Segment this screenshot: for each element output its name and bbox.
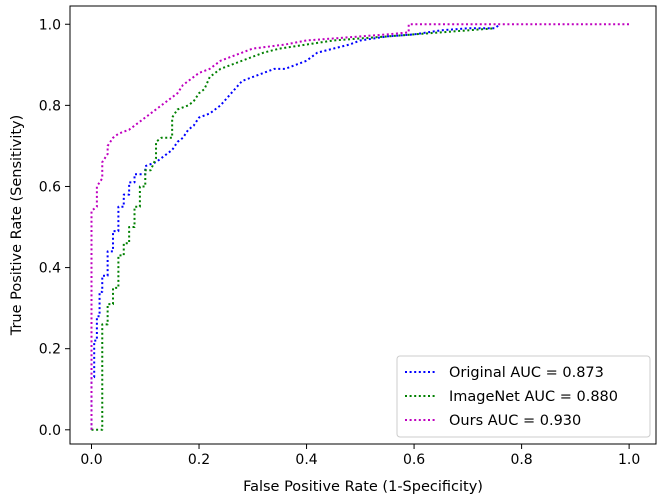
x-axis-label: False Positive Rate (1-Specificity): [243, 479, 483, 495]
y-tick-label: 0.2: [39, 342, 61, 358]
x-axis: 0.0 0.2 0.4 0.6 0.8 1.0: [80, 444, 640, 468]
x-tick-label: 0.0: [80, 452, 102, 468]
x-tick-label: 0.4: [295, 452, 317, 468]
y-axis: 0.0 0.2 0.4 0.6 0.8 1.0: [39, 17, 70, 439]
x-tick-label: 0.6: [403, 452, 425, 468]
y-axis-label: True Positive Rate (Sensitivity): [9, 115, 25, 337]
y-tick-label: 0.8: [39, 98, 61, 114]
legend-label-2: ImageNet AUC = 0.880: [449, 389, 618, 405]
legend: Original AUC = 0.873 ImageNet AUC = 0.880…: [396, 355, 651, 438]
legend-label-1: Original AUC = 0.873: [449, 365, 604, 381]
series-line-2: [91, 27, 495, 431]
x-tick-label: 0.8: [510, 452, 532, 468]
x-tick-label: 0.2: [188, 452, 210, 468]
plot-frame: [69, 5, 657, 445]
y-tick-label: 0.0: [39, 423, 61, 439]
y-tick-label: 1.0: [39, 17, 61, 33]
legend-label-3: Ours AUC = 0.930: [449, 413, 581, 429]
series-line-3: [90, 23, 630, 430]
y-tick-label: 0.6: [39, 179, 61, 195]
legend-box: [396, 355, 651, 438]
legend-items: Original AUC = 0.873 ImageNet AUC = 0.880…: [405, 365, 618, 429]
x-tick-label: 1.0: [618, 452, 640, 468]
y-tick-label: 0.4: [39, 261, 61, 277]
series-layer: [90, 23, 630, 431]
series-line-1: [90, 23, 501, 430]
